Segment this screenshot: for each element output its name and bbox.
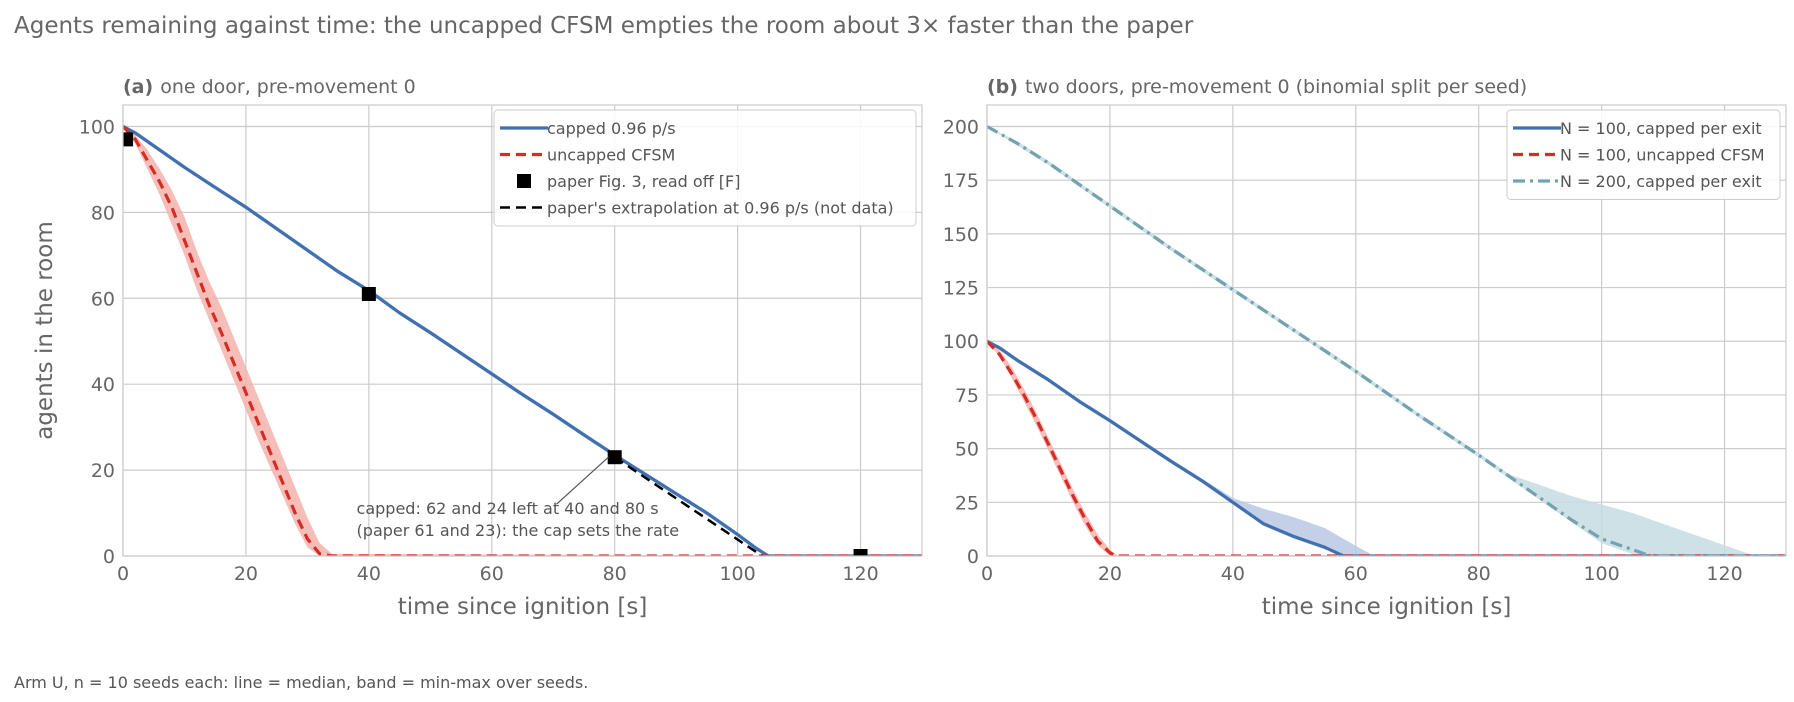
panel-b-label: (b) [987, 76, 1018, 98]
panel-a-ylabel: agents in the room [32, 221, 58, 440]
panel-a-annotation: capped: 62 and 24 left at 40 and 80 s (pa… [357, 456, 679, 540]
panel-a-tick-labels: 0 20 40 60 80 100 120 0 20 40 60 80 100 [79, 116, 879, 585]
uncapped-cfsm-line [123, 125, 922, 556]
panel-b-lines [987, 125, 1786, 556]
legend-entry-label: capped 0.96 p/s [547, 119, 676, 138]
legend-entry-label: uncapped CFSM [547, 146, 675, 165]
x-tick-label: 100 [719, 563, 755, 585]
y-tick-label: 100 [943, 331, 979, 353]
y-tick-label: 100 [79, 116, 115, 138]
panel-b-frame [986, 104, 1787, 557]
figure-suptitle: Agents remaining against time: the uncap… [14, 13, 1194, 39]
y-tick-label: 150 [943, 224, 979, 246]
n-100-capped-per-exit-band [987, 341, 1375, 556]
panel-a-xlabel: time since ignition [s] [398, 594, 648, 620]
n-100-uncapped-cfsm-line [987, 340, 1786, 556]
panel-a-label: (a) [123, 76, 153, 98]
legend-entry-label: paper's extrapolation at 0.96 p/s (not d… [547, 199, 894, 218]
x-tick-label: 40 [1221, 563, 1245, 585]
y-tick-label: 0 [967, 546, 979, 568]
y-tick-label: 60 [91, 288, 115, 310]
n-100-capped-per-exit-line [987, 339, 1786, 556]
panel-a-legend: capped 0.96 p/s uncapped CFSM paper Fig. 3… [493, 109, 917, 227]
legend-box [1506, 109, 1781, 200]
annotation-arrow [556, 456, 610, 505]
paper-s-extrapolation-at-0-96-p-s-not-data-line [613, 456, 763, 556]
panel-b-tick-labels: 0 20 40 60 80 100 120 0 25 50 75 100 125 150 175 200 [943, 116, 1743, 585]
y-tick-label: 200 [943, 116, 979, 138]
annotation-text-line: capped: 62 and 24 left at 40 and 80 s [357, 499, 659, 518]
x-tick-label: 20 [1098, 563, 1122, 585]
paper-data-marker [361, 286, 376, 301]
x-tick-label: 80 [1467, 563, 1491, 585]
y-tick-label: 75 [955, 385, 979, 407]
legend-entry-label: paper Fig. 3, read off [F] [547, 172, 741, 191]
panel-a-markers [123, 132, 868, 556]
y-tick-label: 125 [943, 278, 979, 300]
y-tick-label: 25 [955, 492, 979, 514]
n-200-capped-per-exit-line [987, 125, 1786, 556]
panel-b-legend: N = 100, capped per exit N = 100, uncappe… [1506, 109, 1781, 200]
x-tick-label: 0 [981, 563, 993, 585]
panel-b-title-text: two doors, pre-movement 0 (binomial spli… [1025, 76, 1527, 98]
paper-data-marker [853, 549, 868, 556]
panel-b-bands [987, 126, 1786, 556]
x-tick-label: 120 [1706, 563, 1742, 585]
legend-box [493, 109, 917, 227]
y-tick-label: 20 [91, 460, 115, 482]
y-tick-label: 175 [943, 170, 979, 192]
panel-a-title-text: one door, pre-movement 0 [160, 76, 415, 98]
x-tick-label: 100 [1583, 563, 1619, 585]
annotation-text-line: (paper 61 and 23): the cap sets the rate [357, 521, 679, 540]
panel-b: (b) two doors, pre-movement 0 (binomial s… [943, 76, 1787, 620]
x-tick-label: 40 [357, 563, 381, 585]
panel-b-title: (b) two doors, pre-movement 0 (binomial s… [987, 76, 1527, 98]
legend-entry-label: N = 100, capped per exit [1560, 119, 1762, 138]
legend-marker-swatch [517, 174, 531, 188]
legend-entry-label: N = 100, uncapped CFSM [1560, 146, 1765, 165]
x-tick-label: 0 [117, 563, 129, 585]
panel-a-frame [122, 104, 923, 557]
y-tick-label: 50 [955, 439, 979, 461]
panel-a-title: (a) one door, pre-movement 0 [123, 76, 416, 98]
panel-b-xlabel: time since ignition [s] [1262, 594, 1512, 620]
x-tick-label: 120 [842, 563, 878, 585]
x-tick-label: 60 [1344, 563, 1368, 585]
panel-a: (a) one door, pre-movement 0 capped: 62 a… [32, 76, 923, 620]
figure-footnote: Arm U, n = 10 seeds each: line = median,… [14, 673, 588, 692]
legend-entry-label: N = 200, capped per exit [1560, 172, 1762, 191]
y-tick-label: 0 [103, 546, 115, 568]
x-tick-label: 60 [480, 563, 504, 585]
x-tick-label: 20 [234, 563, 258, 585]
panel-a-lines [123, 125, 922, 556]
y-tick-label: 80 [91, 202, 115, 224]
capped-0-96-p-s-line [123, 125, 922, 556]
y-tick-label: 40 [91, 374, 115, 396]
x-tick-label: 80 [603, 563, 627, 585]
paper-data-marker [123, 132, 134, 147]
